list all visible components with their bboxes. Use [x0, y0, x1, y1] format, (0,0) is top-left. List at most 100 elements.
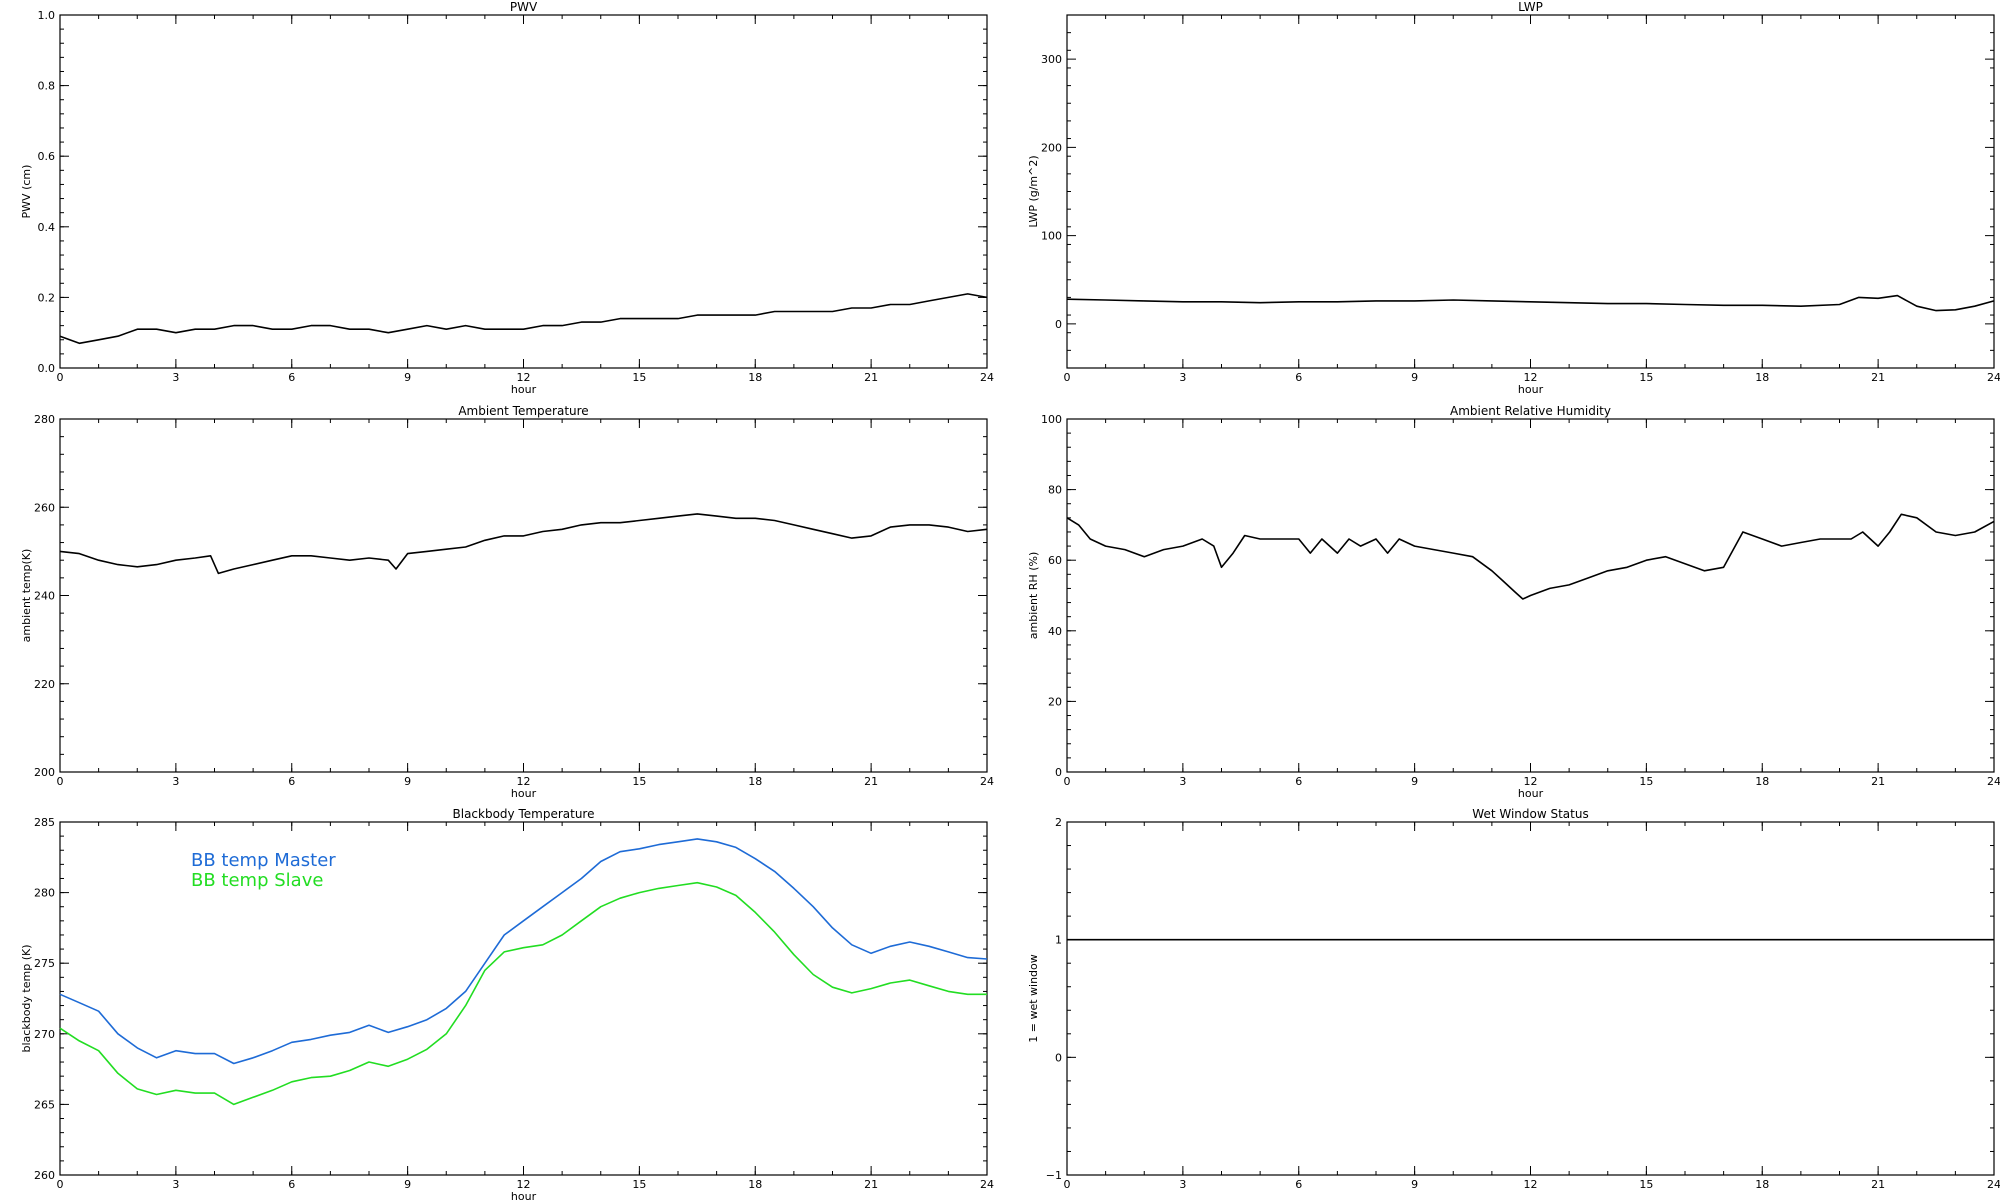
chart-title: Ambient Relative Humidity	[1450, 404, 1611, 418]
y-tick-label: 1	[1055, 934, 1062, 947]
x-tick-label: 9	[1411, 371, 1418, 384]
legend-entry: BB temp Slave	[191, 870, 323, 891]
y-tick-label: 220	[34, 678, 55, 691]
x-tick-label: 0	[1064, 1178, 1071, 1191]
y-tick-label: 0.6	[38, 150, 56, 163]
x-tick-label: 6	[1295, 1178, 1302, 1191]
x-tick-label: 21	[1871, 1178, 1885, 1191]
x-axis-label: hour	[511, 383, 537, 396]
x-tick-label: 18	[1755, 371, 1769, 384]
x-tick-label: 0	[1064, 371, 1071, 384]
y-tick-label: 260	[34, 501, 55, 514]
x-tick-label: 21	[1871, 775, 1885, 788]
plot-frame	[1066, 821, 1995, 1176]
x-tick-label: 12	[517, 371, 531, 384]
x-tick-label: 15	[1639, 371, 1653, 384]
x-tick-label: 9	[1411, 775, 1418, 788]
legend-entry: BB temp Master	[191, 850, 336, 871]
y-tick-label: 260	[34, 1169, 55, 1182]
x-tick-label: 18	[748, 775, 762, 788]
x-tick-label: 21	[864, 1178, 878, 1191]
chart-title: LWP	[1518, 0, 1543, 14]
chart-lwp: LWP 0 3 6 9 12 15 18 21 24 0 100 200 300 hour LWP (g/m^…	[1027, 0, 2000, 396]
x-tick-label: 24	[1987, 775, 2000, 788]
y-tick-label: 2	[1055, 816, 1062, 829]
y-tick-label: 200	[34, 766, 55, 779]
x-tick-label: 3	[1179, 371, 1186, 384]
series-line-pwv-0	[59, 293, 988, 345]
y-tick-label: 100	[1041, 413, 1062, 426]
y-tick-label: 265	[34, 1098, 55, 1111]
x-tick-label: 21	[1871, 371, 1885, 384]
x-tick-label: 6	[1295, 775, 1302, 788]
x-tick-label: 9	[404, 1178, 411, 1191]
y-tick-label: 0	[1055, 1051, 1062, 1064]
x-tick-label: 12	[517, 775, 531, 788]
x-tick-label: 3	[1179, 1178, 1186, 1191]
chart-ambient-temp: Ambient Temperature 0 3 6 9 12 15 18 21 24 200 220 2…	[20, 404, 994, 800]
x-tick-label: 12	[517, 1178, 531, 1191]
y-axis-label: 1 = wet window	[1027, 954, 1040, 1043]
y-tick-label: 0.0	[38, 362, 56, 375]
y-axis-label: PWV (cm)	[20, 165, 33, 219]
y-tick-label: 0.8	[38, 80, 56, 93]
x-tick-label: 18	[1755, 1178, 1769, 1191]
x-tick-label: 3	[172, 1178, 179, 1191]
x-tick-label: 12	[1524, 775, 1538, 788]
y-tick-label: 60	[1048, 554, 1062, 567]
x-tick-label: 24	[1987, 371, 2000, 384]
y-tick-label: 0	[1055, 766, 1062, 779]
y-tick-label: 285	[34, 816, 55, 829]
y-tick-label: 275	[34, 957, 55, 970]
plot-frame	[1066, 14, 1995, 369]
x-tick-label: 15	[1639, 1178, 1653, 1191]
x-tick-label: 15	[632, 371, 646, 384]
x-tick-label: 9	[1411, 1178, 1418, 1191]
series-line-bb-temp-0	[59, 838, 988, 1065]
y-tick-label: 0.2	[38, 291, 56, 304]
series-line-lwp-0	[1066, 294, 1995, 312]
x-tick-label: 18	[1755, 775, 1769, 788]
y-axis-label: LWP (g/m^2)	[1027, 155, 1040, 227]
y-axis-label: ambient temp(K)	[20, 549, 33, 643]
y-tick-label: 240	[34, 590, 55, 603]
y-tick-label: 270	[34, 1028, 55, 1041]
y-tick-label: 280	[34, 413, 55, 426]
x-tick-label: 0	[57, 371, 64, 384]
chart-bb-temp: Blackbody Temperature 0 3 6 9 12 15 18 21 24 260 26…	[20, 807, 994, 1203]
series-line-bb-temp-1	[59, 881, 987, 1106]
x-axis-label: hour	[1518, 383, 1544, 396]
series-line-ambient-temp-0	[59, 513, 988, 575]
chart-title: Wet Window Status	[1472, 807, 1588, 821]
chart-title: PWV	[510, 0, 538, 14]
x-tick-label: 18	[748, 1178, 762, 1191]
y-axis-label: ambient RH (%)	[1027, 552, 1040, 640]
x-tick-label: 6	[1295, 371, 1302, 384]
y-tick-label: 300	[1041, 53, 1062, 66]
plot-frame	[59, 14, 988, 369]
x-tick-label: 24	[980, 371, 994, 384]
chart-title: Ambient Temperature	[458, 404, 588, 418]
y-tick-label: 40	[1048, 625, 1062, 638]
x-tick-label: 0	[57, 775, 64, 788]
x-tick-label: 24	[1987, 1178, 2000, 1191]
chart-pwv: PWV 0 3 6 9 12 15 18 21 24 0.0 0.2 0.4 0.6 0.8 1.0 hour P…	[20, 0, 994, 396]
y-tick-label: 100	[1041, 230, 1062, 243]
x-tick-label: 24	[980, 1178, 994, 1191]
x-tick-label: 3	[172, 371, 179, 384]
x-tick-label: 18	[748, 371, 762, 384]
x-tick-label: 15	[1639, 775, 1653, 788]
y-tick-label: −1	[1046, 1169, 1062, 1182]
series-line-ambient-rh-0	[1066, 513, 1995, 600]
x-tick-label: 24	[980, 775, 994, 788]
x-axis-label: hour	[511, 787, 537, 800]
x-tick-label: 12	[1524, 1178, 1538, 1191]
x-tick-label: 21	[864, 371, 878, 384]
x-tick-label: 9	[404, 371, 411, 384]
y-tick-label: 80	[1048, 484, 1062, 497]
x-tick-label: 15	[632, 1178, 646, 1191]
x-tick-label: 6	[288, 371, 295, 384]
y-tick-label: 0	[1055, 318, 1062, 331]
